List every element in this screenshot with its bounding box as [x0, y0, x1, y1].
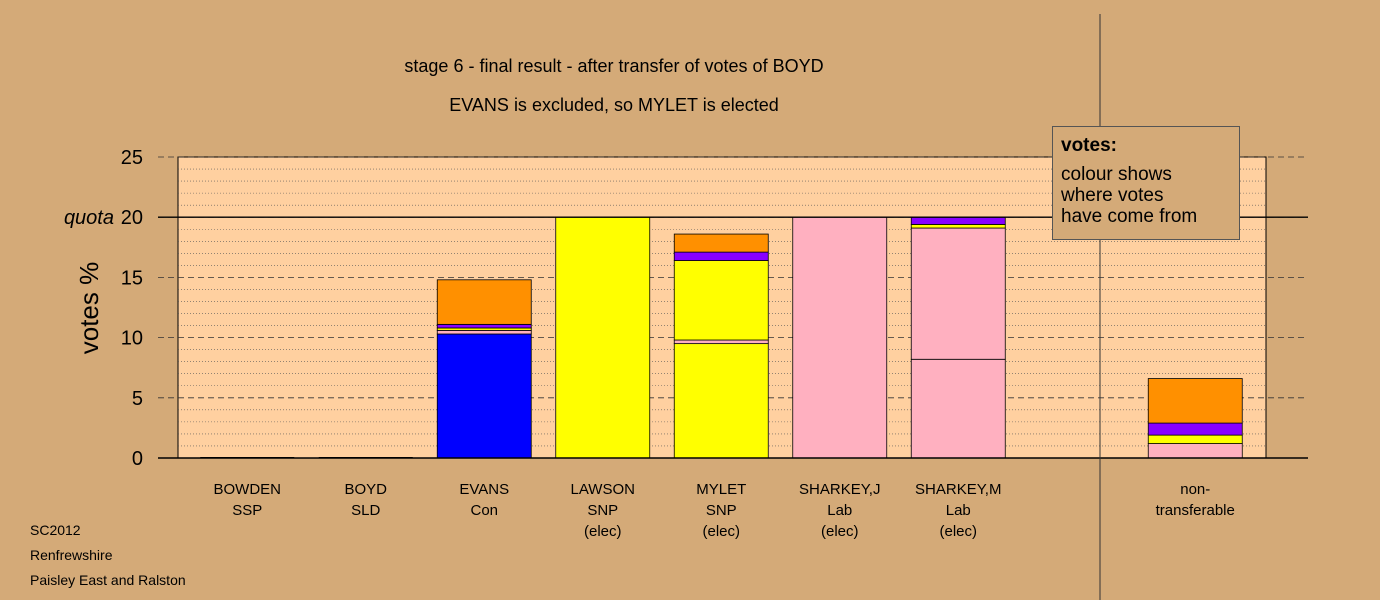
category-label: EVANS — [459, 481, 509, 498]
bar-segment — [910, 227, 1006, 360]
bar-segment — [673, 260, 769, 341]
bar-segment — [436, 323, 532, 329]
category-label: (elec) — [821, 523, 859, 540]
category-label: (elec) — [584, 523, 622, 540]
chart-subtitle: EVANS is excluded, so MYLET is elected — [449, 95, 778, 115]
category-label: MYLET — [696, 481, 746, 498]
category-label: SHARKEY,J — [799, 481, 880, 498]
footer-election: SC2012 — [30, 522, 81, 538]
footer-ward: Paisley East and Ralston — [30, 572, 186, 588]
y-tick-label: 20 — [121, 207, 143, 229]
bar-segment — [910, 224, 1006, 229]
bar-segment — [673, 233, 769, 253]
legend-line: where votes — [1061, 185, 1164, 206]
y-tick-label: 5 — [132, 388, 143, 410]
bar-segment — [673, 251, 769, 261]
bar-segment — [792, 216, 888, 459]
bar-segment — [910, 216, 1006, 225]
quota-label: quota — [64, 207, 114, 229]
y-tick-label: 15 — [121, 267, 143, 289]
bar-segment — [436, 329, 532, 335]
category-label: SLD — [351, 502, 380, 519]
footer-council: Renfrewshire — [30, 547, 113, 563]
category-label: LAWSON — [571, 481, 635, 498]
legend-title: votes: — [1061, 135, 1117, 156]
category-label: (elec) — [702, 523, 740, 540]
category-label: (elec) — [939, 523, 977, 540]
bar-segment — [436, 333, 532, 459]
category-label: SHARKEY,M — [915, 481, 1001, 498]
y-tick-label: 10 — [121, 328, 143, 350]
bar-segment — [555, 216, 651, 459]
bar-segment — [673, 339, 769, 345]
category-label: Lab — [827, 502, 852, 519]
bar-segment — [1147, 422, 1243, 436]
category-label: Con — [470, 502, 498, 519]
bar-segment — [1147, 443, 1243, 459]
category-label: BOWDEN — [214, 481, 282, 498]
y-tick-label: 0 — [132, 448, 143, 470]
chart-title: stage 6 - final result - after transfer … — [404, 56, 823, 76]
y-axis-label: votes % — [74, 262, 104, 355]
bar-segment — [673, 343, 769, 459]
bar-segment — [436, 279, 532, 325]
legend-line: colour shows — [1061, 164, 1172, 185]
category-label: Lab — [946, 502, 971, 519]
category-label: SSP — [232, 502, 262, 519]
category-label: transferable — [1156, 502, 1235, 519]
category-label: SNP — [587, 502, 618, 519]
category-label: non- — [1180, 481, 1210, 498]
bar-segment — [1147, 378, 1243, 424]
legend-line: have come from — [1061, 206, 1198, 227]
category-label: BOYD — [344, 481, 387, 498]
bar-segment — [910, 358, 1006, 459]
bar-segment — [1147, 434, 1243, 444]
y-tick-label: 25 — [121, 147, 143, 169]
legend-box: votes: colour shows where votes have com… — [1052, 126, 1240, 240]
category-label: SNP — [706, 502, 737, 519]
